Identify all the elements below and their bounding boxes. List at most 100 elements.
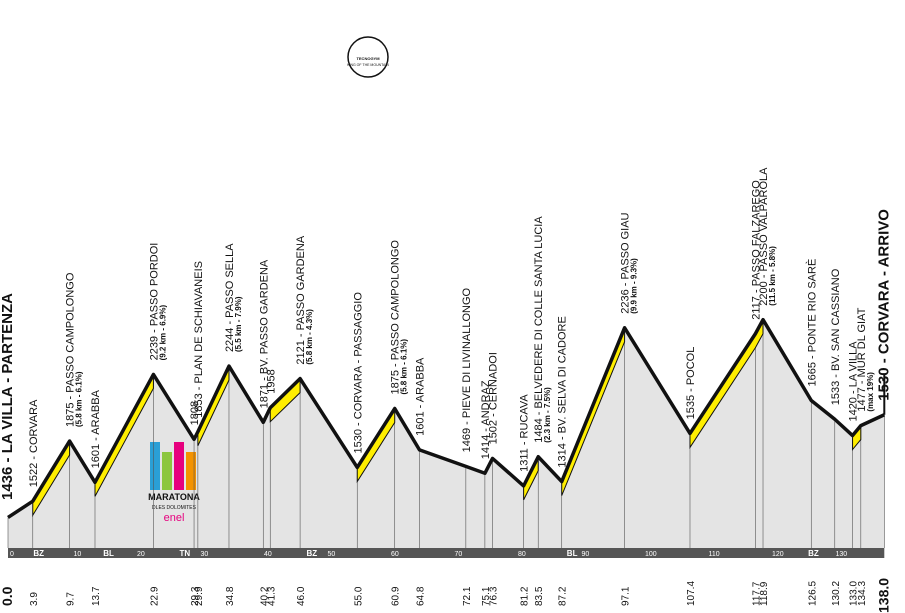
km-label: 134.3 [857,581,868,606]
waypoint-label: 1311 - RUCAVA [519,394,531,472]
logo-bar [174,442,184,490]
scale-label: 50 [328,551,336,558]
profile-line [7,317,886,519]
climb-detail: (max 19%) [866,372,875,412]
climb-detail: (5.8 km - 4.3%) [305,309,314,365]
scale-label: 90 [582,551,590,558]
scale-label: 20 [137,551,145,558]
scale-label: 40 [264,551,272,558]
waypoint-label: 1314 - BV. SELVA DI CADORE [557,316,569,467]
scale-label: 100 [645,551,657,558]
waypoint-label: 1469 - PIEVE DI LIVINALLONGO [461,287,473,452]
km-label: 72.1 [462,586,473,606]
waypoint-label: 2121 - PASSO GARDENA [295,235,307,364]
climb-detail: (11.5 km - 5.8%) [768,246,777,306]
kom-circle [347,36,389,78]
waypoint-label: 1535 - POCOL [685,347,697,420]
waypoint-label: 1414 - ANDRAZ [480,380,492,459]
waypoint-label: 1533 - BV. SAN CASSIANO [830,268,842,405]
logo-subtitle: DLES DOLOMITES [152,505,197,511]
waypoint-label: 2239 - PASSO PORDOI [148,243,160,361]
km-label: 126.5 [807,581,818,606]
km-label: 107.4 [686,581,697,606]
kom-brand: TECNOGYM [356,56,380,61]
waypoint-label: 1530 - CORVARA - ARRIVO [875,209,892,401]
km-label: 117.7 [751,581,762,606]
logo: MARATONA DLES DOLOMITES enel [148,442,200,524]
scale-label: 110 [709,551,720,558]
km-band [8,548,885,558]
region-code: BL [103,549,114,558]
climb-detail: (5.8 km - 6.1%) [75,371,84,427]
scale-label: 120 [772,551,784,558]
climb-detail: (5.5 km - 7.9%) [234,296,243,352]
km-label: 34.8 [225,586,236,606]
logo-sponsor: enel [164,512,185,524]
logo-bar [150,442,160,490]
region-code: BL [567,549,578,558]
km-label: 118.9 [759,581,770,606]
waypoint-label: 1522 - CORVARA [28,399,40,487]
waypoint-label: 1601 - ARABBA [90,389,102,468]
km-label: 22.9 [149,586,160,606]
waypoint-label: 1808 [189,401,201,425]
climb-detail: (9.9 km - 9.3%) [630,258,639,314]
kom-badge: TECNOGYM KING OF THE MOUNTAIN [347,36,389,78]
waypoint-label: 1420 - LA VILLA [848,341,860,422]
km-label: 130.2 [831,581,842,606]
waypoint-label: 2244 - PASSO SELLA [224,243,236,352]
scale-label: 0 [10,551,14,558]
waypoint-label: 1958 [265,369,277,393]
waypoint-label: 1530 - CORVARA - PASSAGGIO [352,292,364,454]
waypoint-label: 2236 - PASSO GIAU [620,212,632,313]
logo-title: MARATONA [148,492,200,502]
km-label: 75.1 [481,586,492,606]
km-label: 133.0 [849,581,860,606]
waypoint-label: 1875 - PASSO CAMPOLONGO [390,240,402,395]
km-label: 40.2 [259,586,270,606]
km-label: 29.9 [194,586,205,606]
km-label: 87.2 [558,586,569,606]
km-label: 55.0 [353,586,364,606]
waypoint-label: 2200 - PASSO VALPAROLA [758,167,770,306]
km-label: 76.3 [489,586,500,606]
climb-detail: (2.3 km - 7.5%) [543,387,552,443]
km-label: 0.0 [0,586,15,606]
km-label: 41.3 [266,586,277,606]
waypoint-label: 1665 - PONTE RIO SARÈ [805,259,818,387]
km-label: 60.9 [391,586,402,606]
km-label: 13.7 [91,586,102,606]
region-code: BZ [33,549,44,558]
waypoint-label: 1502 - CERNADOI [488,352,500,444]
waypoint-label: 1477 - MUR DL GIAT [856,307,868,411]
scale-label: 80 [518,551,526,558]
scale-label: 130 [836,551,848,558]
km-label: 83.5 [534,586,545,606]
region-code: BZ [306,549,317,558]
waypoint-label: 1871 - BV. PASSO GARDENA [258,259,270,408]
waypoint-label: 2117 - PASSO FALZAREGO [750,180,762,320]
km-label: 46.0 [296,586,307,606]
kom-title: KING OF THE MOUNTAIN [347,63,389,67]
waypoint-label: 1875 - PASSO CAMPOLONGO [65,272,77,427]
km-label: 97.1 [621,586,632,606]
scale-label: 60 [391,551,399,558]
logo-bar [162,452,172,490]
scale-label: 30 [201,551,209,558]
logo-bar [186,452,196,490]
scale-label: 10 [74,551,82,558]
km-label: 3.9 [29,592,40,606]
region-code: BZ [808,549,819,558]
km-label: 29.3 [190,586,201,606]
region-code: TN [179,549,190,558]
km-label: 81.2 [520,586,531,606]
waypoint-label: 1436 - LA VILLA - PARTENZA [0,293,16,500]
climb-detail: (5.8 km - 6.1%) [400,339,409,395]
profile-area [8,319,885,548]
climb-detail: (9.2 km - 6.9%) [158,305,167,361]
waypoint-label: 1484 - BELVEDERE DI COLLE SANTA LUCIA [533,216,545,443]
waypoint-label: 1601 - ARABBA [414,357,426,436]
km-label: 138.0 [875,578,891,613]
km-label: 9.7 [66,592,77,606]
